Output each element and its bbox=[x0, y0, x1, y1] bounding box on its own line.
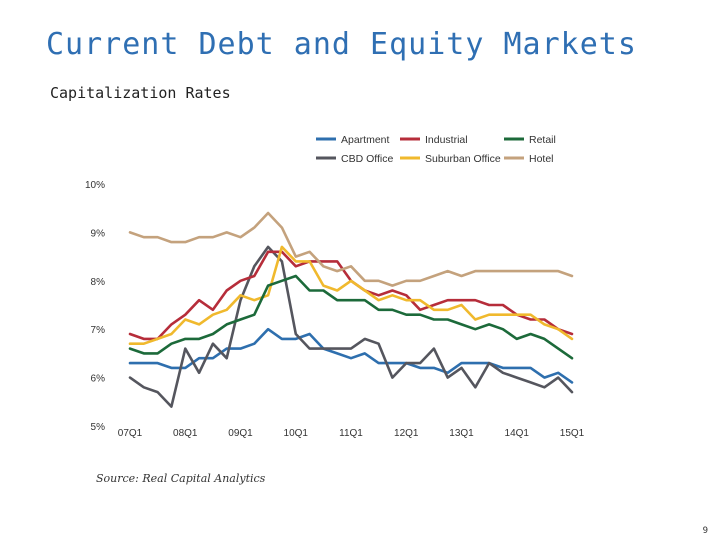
slide-subtitle: Capitalization Rates bbox=[50, 84, 231, 102]
chart-lines bbox=[128, 211, 574, 408]
x-tick-label: 13Q1 bbox=[449, 428, 474, 439]
y-tick-label: 9% bbox=[91, 228, 106, 239]
y-axis: 5% 6% 7% 8% 9% 10% bbox=[85, 180, 105, 433]
series-line-suburban-office bbox=[128, 245, 574, 346]
x-tick-label: 07Q1 bbox=[118, 428, 143, 439]
source-note: Source: Real Capital Analytics bbox=[96, 472, 266, 485]
legend-label: Hotel bbox=[529, 153, 554, 165]
x-tick-label: 12Q1 bbox=[394, 428, 419, 439]
series-line-industrial bbox=[128, 250, 574, 341]
page-number: 9 bbox=[702, 526, 708, 536]
x-axis: 07Q1 08Q1 09Q1 10Q1 11Q1 12Q1 13Q1 14Q1 15Q1 bbox=[118, 428, 585, 439]
y-tick-label: 10% bbox=[85, 180, 105, 191]
legend-label: Apartment bbox=[341, 134, 390, 146]
x-tick-label: 11Q1 bbox=[339, 428, 363, 439]
series-line-retail bbox=[128, 274, 574, 360]
x-tick-label: 09Q1 bbox=[228, 428, 253, 439]
x-tick-label: 10Q1 bbox=[284, 428, 309, 439]
y-tick-label: 6% bbox=[91, 374, 106, 385]
chart-legend: Apartment CBD Office Industrial Suburban Of… bbox=[316, 134, 556, 165]
series-line-cbd-office bbox=[128, 245, 574, 408]
series-line-hotel bbox=[128, 211, 574, 287]
x-tick-label: 08Q1 bbox=[173, 428, 198, 439]
legend-label: Suburban Office bbox=[425, 153, 501, 165]
y-tick-label: 8% bbox=[91, 277, 106, 288]
y-tick-label: 5% bbox=[91, 422, 106, 433]
y-tick-label: 7% bbox=[91, 325, 106, 336]
slide-title: Current Debt and Equity Markets bbox=[46, 27, 637, 62]
x-tick-label: 14Q1 bbox=[505, 428, 530, 439]
series-line-apartment bbox=[128, 327, 574, 384]
legend-label: Retail bbox=[529, 134, 556, 146]
x-tick-label: 15Q1 bbox=[560, 428, 585, 439]
legend-label: Industrial bbox=[425, 134, 468, 146]
legend-label: CBD Office bbox=[341, 153, 393, 165]
